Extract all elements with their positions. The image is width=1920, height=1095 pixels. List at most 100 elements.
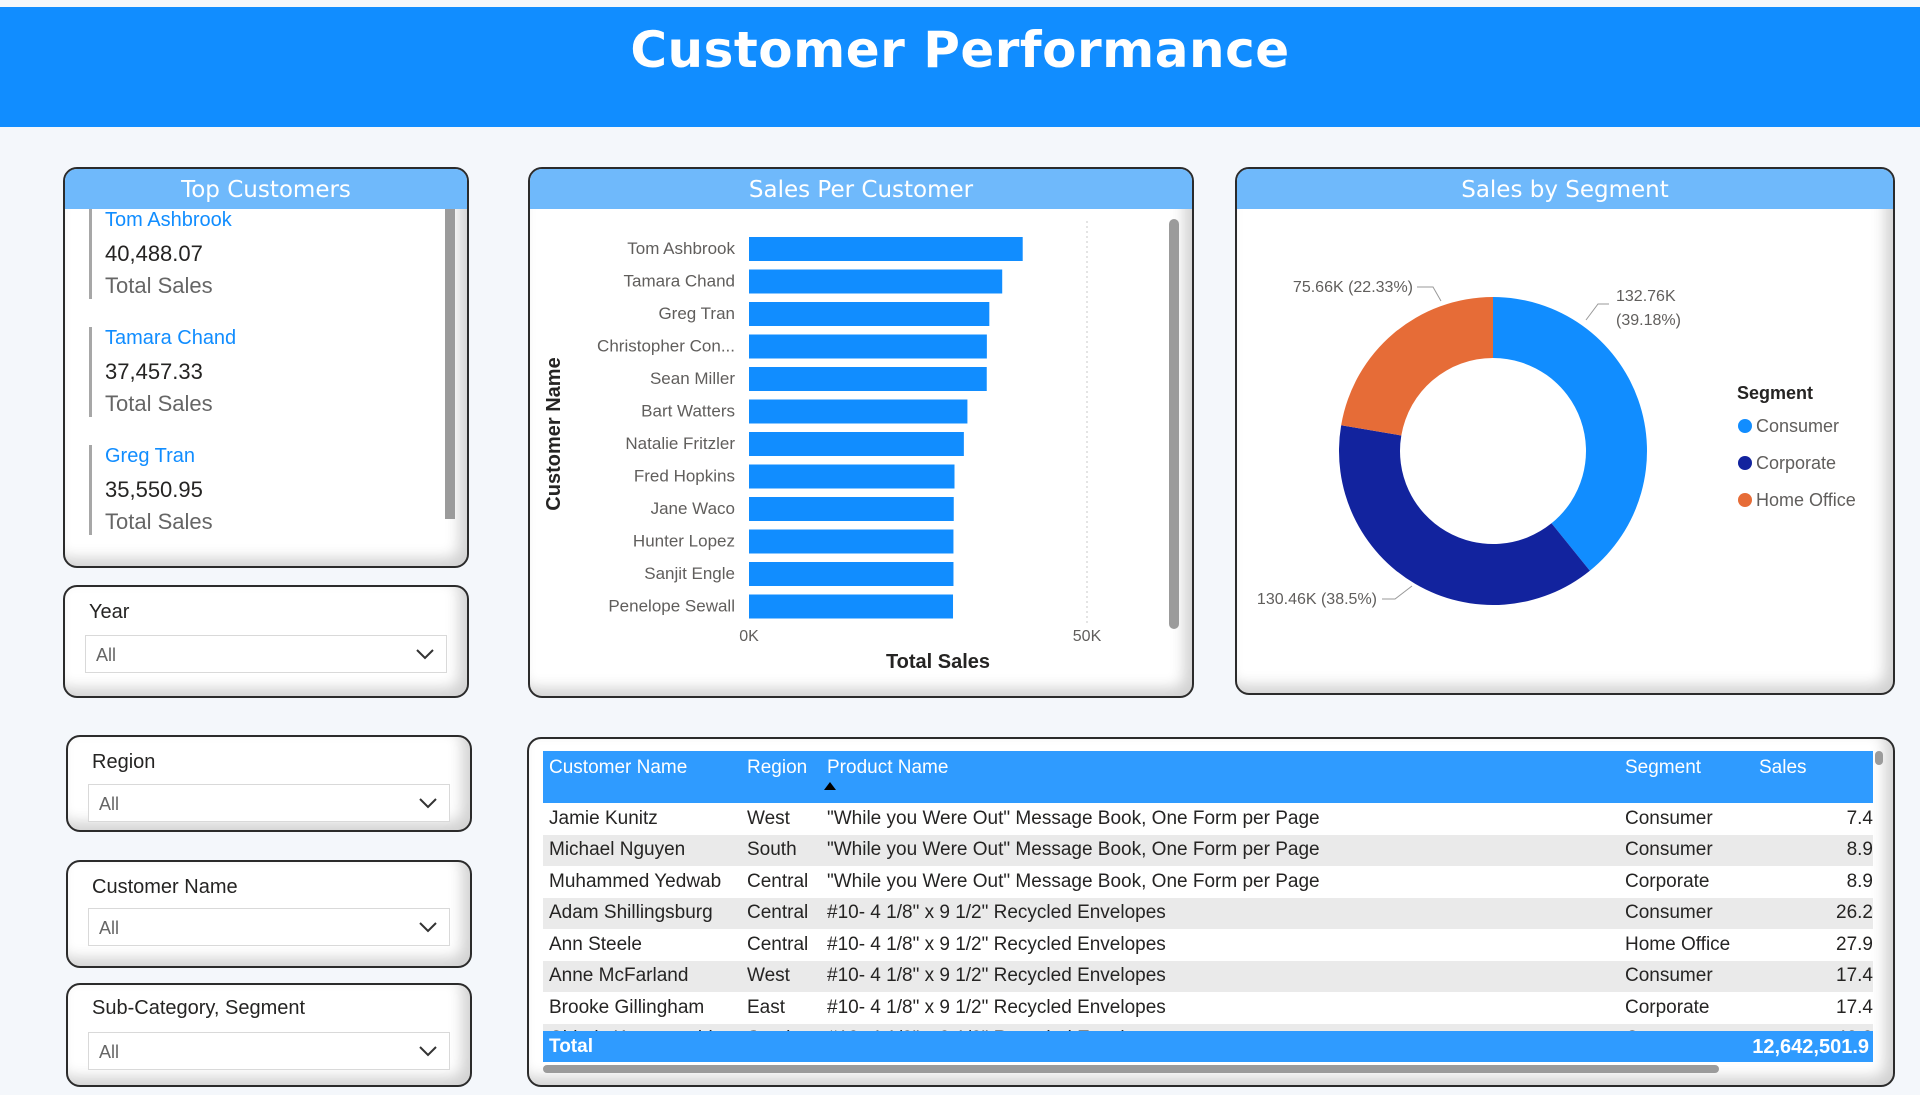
cell-customer-name: Ann Steele — [549, 933, 642, 955]
page-title: Customer Performance — [630, 21, 1290, 79]
table-row[interactable]: Ann Steele Central #10- 4 1/8" x 9 1/2" Re… — [543, 929, 1873, 961]
sales-per-customer-card: Sales Per Customer Tom Ashbrook Tamara Ch… — [528, 167, 1194, 698]
column-header-product-name[interactable]: Product Name — [821, 751, 1619, 803]
cell-product-name: "While you Were Out" Message Book, One F… — [827, 870, 1320, 892]
chart-scrollbar[interactable] — [1169, 219, 1179, 629]
top-customer-value: 35,550.95 — [105, 477, 203, 502]
region-dropdown-value: All — [99, 794, 120, 814]
cell-product-name: #10- 4 1/8" x 9 1/2" Recycled Envelopes — [827, 933, 1166, 955]
cell-sales: 17.4 — [1747, 960, 1873, 992]
column-header-sales[interactable]: Sales — [1747, 751, 1873, 803]
cell-customer-name: Anne McFarland — [543, 960, 741, 992]
bar — [749, 464, 955, 489]
region-dropdown[interactable]: All — [88, 784, 450, 822]
category-label: Natalie Fritzler — [625, 434, 735, 453]
year-slicer-title: Year — [89, 601, 130, 623]
bar — [749, 399, 968, 424]
bar-chart[interactable]: Tom Ashbrook Tamara Chand Greg Tran Christo… — [530, 209, 1192, 694]
table-row[interactable]: Michael Nguyen South "While you Were Out" … — [543, 834, 1873, 866]
top-customers-list[interactable]: Tom Ashbrook 40,488.07 Total Sales Tamar… — [65, 209, 467, 565]
x-axis-title: Total Sales — [886, 651, 990, 673]
cell-segment: Corporate — [1625, 996, 1710, 1018]
region-slicer: Region All — [66, 735, 472, 832]
y-axis-title: Customer Name — [543, 357, 565, 510]
cell-segment: Consumer — [1619, 834, 1747, 866]
chevron-down-icon — [416, 649, 434, 660]
cell-region: South — [741, 834, 821, 866]
year-dropdown[interactable]: All — [85, 635, 447, 673]
top-customer-value: 37,457.33 — [105, 359, 203, 384]
table-vertical-scrollbar[interactable] — [1875, 751, 1883, 765]
list-item: Tom Ashbrook 40,488.07 Total Sales — [89, 209, 467, 299]
donut-chart[interactable]: 132.76K (39.18%) 130.46K (38.5%) 75.66K (22… — [1237, 209, 1893, 689]
cell-region: East — [747, 996, 786, 1018]
category-label: Jane Waco — [651, 499, 735, 518]
cell-segment: Consumer — [1625, 807, 1713, 829]
year-dropdown-value: All — [96, 645, 117, 665]
cell-product-name: "While you Were Out" Message Book, One F… — [821, 834, 1619, 866]
customer-dropdown[interactable]: All — [88, 908, 450, 946]
cell-product-name: "While you Were Out" Message Book, One F… — [827, 807, 1320, 829]
cell-customer-name: Jamie Kunitz — [549, 807, 658, 829]
table-row[interactable]: Jamie Kunitz West "While you Were Out" Mes… — [543, 803, 1873, 835]
data-label: 75.66K (22.33%) — [1293, 279, 1413, 296]
cell-region: Central — [741, 897, 821, 929]
category-label: Sean Miller — [650, 369, 735, 388]
bar — [749, 334, 987, 359]
category-label: Fred Hopkins — [634, 467, 735, 486]
category-label: Bart Watters — [641, 402, 735, 421]
sort-ascending-icon — [824, 782, 836, 790]
bar — [749, 367, 987, 391]
cell-sales: 27.9 — [1836, 933, 1873, 955]
table-row[interactable]: Brooke Gillingham East #10- 4 1/8" x 9 1/2… — [543, 992, 1873, 1024]
table-horizontal-scrollbar[interactable] — [543, 1065, 1719, 1073]
top-customer-name: Greg Tran — [105, 445, 196, 467]
donut-slice — [1493, 297, 1647, 571]
category-label: Christopher Con... — [597, 337, 735, 356]
category-label: Hunter Lopez — [633, 532, 735, 551]
x-tick-label: 50K — [1073, 628, 1102, 645]
top-customers-title: Top Customers — [65, 169, 467, 209]
cell-segment: Consumer — [1619, 897, 1747, 929]
donut-slice — [1341, 297, 1493, 436]
data-label: 130.46K (38.5%) — [1257, 591, 1377, 608]
subcategory-slicer-title: Sub-Category, Segment — [92, 997, 306, 1019]
column-header-region[interactable]: Region — [741, 751, 821, 803]
page-header: Customer Performance — [0, 7, 1920, 127]
top-customer-name: Tamara Chand — [105, 327, 237, 349]
leader-line — [1417, 286, 1442, 302]
cell-region: Central — [747, 870, 809, 892]
legend-label: Corporate — [1756, 453, 1836, 473]
list-scrollbar[interactable] — [445, 209, 455, 519]
top-customers-card: Top Customers Tom Ashbrook 40,488.07 Tot… — [63, 167, 469, 568]
cell-product-name: #10- 4 1/8" x 9 1/2" Recycled Envelopes — [827, 996, 1166, 1018]
leader-line — [1382, 585, 1413, 600]
cell-sales: 8.9 — [1747, 834, 1873, 866]
bar — [749, 269, 1003, 294]
cell-segment: Consumer — [1619, 960, 1747, 992]
table-row[interactable]: Muhammed Yedwab Central "While you Were Ou… — [543, 866, 1873, 898]
list-item: Tamara Chand 37,457.33 Total Sales — [89, 327, 467, 417]
cell-customer-name: Michael Nguyen — [543, 834, 741, 866]
customer-name-slicer: Customer Name All — [66, 860, 472, 968]
subcategory-dropdown[interactable]: All — [88, 1032, 450, 1070]
cell-customer-name: Adam Shillingsburg — [543, 897, 741, 929]
table-total-row: Total 12,642,501.9 — [543, 1031, 1873, 1062]
list-item: Greg Tran 35,550.95 Total Sales — [89, 445, 467, 535]
cell-sales: 26.2 — [1747, 897, 1873, 929]
column-header-customer-name[interactable]: Customer Name — [543, 751, 741, 803]
table-header-row: Customer Name Region Product Name Segmen… — [543, 751, 1873, 803]
table-row[interactable]: Anne McFarland West #10- 4 1/8" x 9 1/2" R… — [543, 960, 1873, 992]
category-label: Tom Ashbrook — [627, 239, 735, 258]
subcategory-segment-slicer: Sub-Category, Segment All — [66, 983, 472, 1087]
bar — [749, 432, 964, 456]
details-table-card: Customer Name Region Product Name Segmen… — [527, 737, 1895, 1087]
cell-product-name: #10- 4 1/8" x 9 1/2" Recycled Envelopes — [821, 960, 1619, 992]
table-row[interactable]: Adam Shillingsburg Central #10- 4 1/8" x 9… — [543, 897, 1873, 929]
legend-marker — [1738, 419, 1752, 433]
column-header-segment[interactable]: Segment — [1619, 751, 1747, 803]
cell-customer-name: Muhammed Yedwab — [549, 870, 722, 892]
product-name-header-label: Product Name — [827, 757, 949, 778]
details-table: Customer Name Region Product Name Segmen… — [543, 751, 1873, 1055]
legend-label: Home Office — [1756, 490, 1856, 510]
